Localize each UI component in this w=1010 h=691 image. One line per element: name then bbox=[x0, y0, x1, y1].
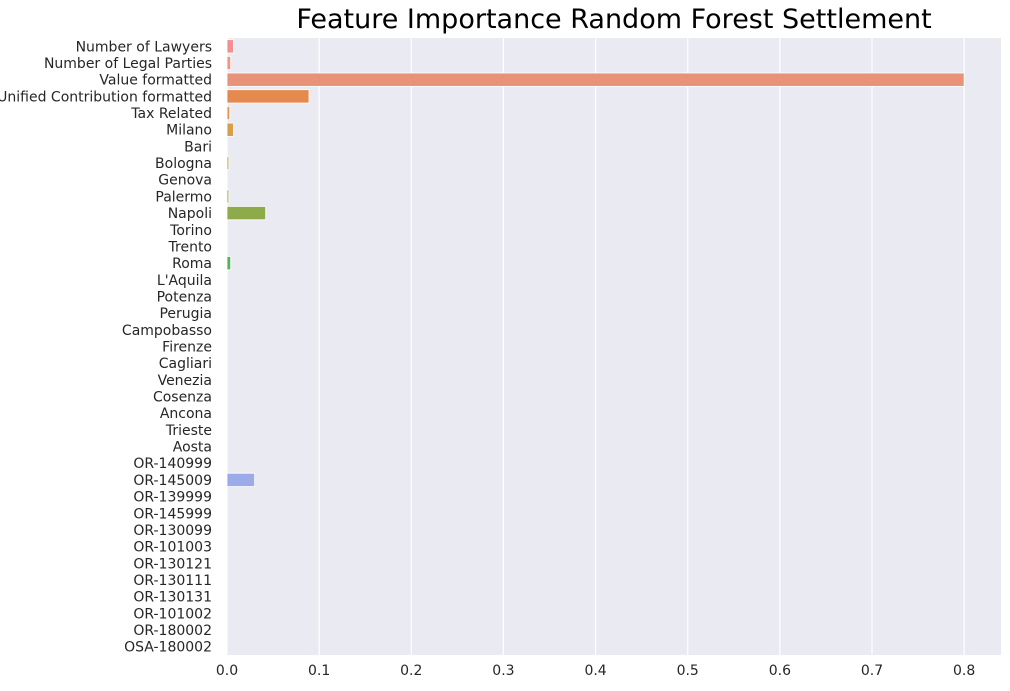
x-tick-label: 0.0 bbox=[216, 663, 238, 679]
y-tick-label: OR-130121 bbox=[133, 556, 212, 572]
grid-lines bbox=[226, 38, 965, 655]
y-tick-label: Value formatted bbox=[99, 73, 212, 89]
y-tick-label: OR-180002 bbox=[133, 623, 212, 639]
y-tick-label: Ancona bbox=[160, 406, 212, 422]
y-tick-label: OR-130111 bbox=[133, 573, 212, 589]
x-tick-label: 0.1 bbox=[308, 663, 330, 679]
y-tick-label: Torino bbox=[169, 223, 212, 239]
y-tick-label: Napoli bbox=[168, 206, 212, 222]
bar bbox=[226, 105, 231, 121]
y-tick-label: Aosta bbox=[173, 440, 212, 456]
y-tick-label: OR-140999 bbox=[133, 456, 212, 472]
y-tick-label: OR-101002 bbox=[133, 606, 212, 622]
y-tick-label: OR-145009 bbox=[133, 473, 212, 489]
x-tick-label: 0.5 bbox=[677, 663, 699, 679]
y-tick-label: Venezia bbox=[158, 373, 212, 389]
y-tick-label: Cagliari bbox=[159, 356, 212, 372]
y-tick-label: Number of Legal Parties bbox=[44, 56, 212, 72]
bars bbox=[226, 39, 965, 487]
x-tick-label: 0.7 bbox=[861, 663, 883, 679]
bar bbox=[226, 472, 256, 487]
bar bbox=[226, 72, 965, 87]
y-tick-label: Roma bbox=[172, 256, 212, 272]
bar bbox=[226, 55, 232, 71]
x-tick-label: 0.4 bbox=[584, 663, 606, 679]
bar bbox=[226, 89, 310, 104]
y-tick-label: Trieste bbox=[165, 423, 212, 439]
x-tick-label: 0.8 bbox=[953, 663, 975, 679]
bar bbox=[226, 39, 234, 54]
y-tick-label: OR-130099 bbox=[133, 523, 212, 539]
y-tick-label: Perugia bbox=[159, 306, 212, 322]
bar bbox=[226, 206, 267, 221]
chart-title: Feature Importance Random Forest Settlem… bbox=[296, 4, 932, 35]
x-tick-label: 0.2 bbox=[400, 663, 422, 679]
bar bbox=[226, 122, 234, 137]
y-tick-label: Genova bbox=[158, 173, 212, 189]
x-tick-labels: 0.0 0.1 0.2 0.3 0.4 0.5 0.6 0.7 0.8 bbox=[216, 663, 975, 679]
x-tick-label: 0.6 bbox=[769, 663, 791, 679]
bar bbox=[226, 189, 230, 204]
y-tick-label: OR-101003 bbox=[133, 540, 212, 556]
plot-background bbox=[227, 38, 1001, 655]
y-tick-label: Firenze bbox=[162, 340, 212, 356]
y-tick-label: OR-139999 bbox=[133, 490, 212, 506]
y-tick-label: Tax Related bbox=[130, 106, 212, 122]
y-tick-label: Campobasso bbox=[122, 323, 212, 339]
y-tick-label: Number of Lawyers bbox=[76, 39, 212, 55]
x-tick-label: 0.3 bbox=[492, 663, 514, 679]
y-tick-label: Potenza bbox=[157, 289, 212, 305]
y-tick-label: Palermo bbox=[155, 189, 212, 205]
y-tick-label: Trento bbox=[168, 239, 212, 255]
y-tick-label: L'Aquila bbox=[157, 273, 212, 289]
y-tick-label: Unified Contribution formatted bbox=[0, 89, 212, 105]
y-tick-label: OR-145999 bbox=[133, 506, 212, 522]
y-tick-label: Cosenza bbox=[153, 390, 212, 406]
bar bbox=[226, 155, 230, 171]
y-tick-label: Milano bbox=[166, 123, 212, 139]
bar bbox=[226, 256, 232, 271]
y-tick-label: Bologna bbox=[155, 156, 212, 172]
y-tick-label: OSA-180002 bbox=[124, 640, 212, 656]
y-tick-label: OR-130131 bbox=[133, 590, 212, 606]
y-tick-label: Bari bbox=[184, 139, 212, 155]
